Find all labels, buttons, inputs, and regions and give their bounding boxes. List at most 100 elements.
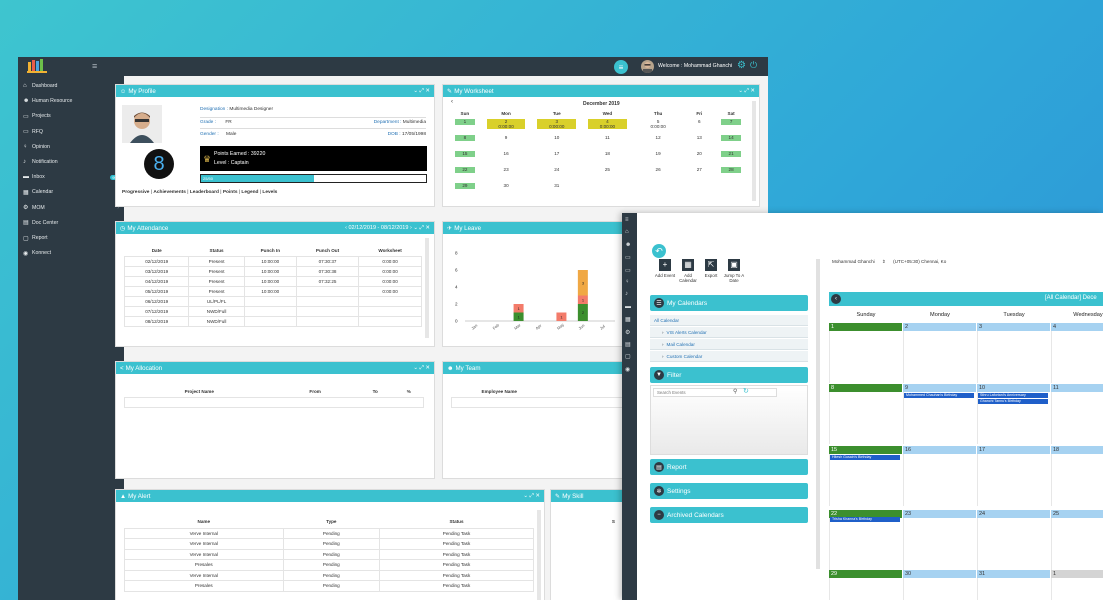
worksheet-day[interactable]: 24 [554,167,560,172]
calendar-event[interactable]: Hitesh Gusain's Birthday [830,455,900,460]
archived-header[interactable]: − Archived Calendars [650,507,808,523]
profile-link-achievements[interactable]: Achievements [153,190,186,195]
worksheet-day[interactable]: 27 [696,167,702,172]
calendar-day-cell[interactable] [1051,510,1103,570]
calendar-day-cell[interactable] [903,510,977,570]
worksheet-day[interactable]: 17 [554,151,560,156]
calendar-day-cell[interactable] [829,446,903,506]
toolbar-add-event-button[interactable]: + Add Event [654,259,676,289]
profile-link-legend[interactable]: Legend [241,190,259,195]
worksheet-day[interactable]: 15 [455,151,475,157]
worksheet-day[interactable]: 4 0:00:00 [588,119,627,129]
calendar-day-cell[interactable] [1051,323,1103,383]
worksheet-day[interactable]: 10 [554,135,560,140]
worksheet-day[interactable]: 6 [698,119,701,124]
panel-tools[interactable]: ⌄ ⤢ ✕ [738,87,755,94]
bell-icon[interactable]: ♪ [625,291,628,298]
toolbar-export-button[interactable]: ⇱ Export [700,259,722,289]
profile-link-points[interactable]: Points [222,190,238,195]
worksheet-day[interactable] [721,183,741,189]
sidebar-item-konnect[interactable]: ◉ Konnect [23,246,123,260]
calendar-day-cell[interactable] [1051,384,1103,444]
worksheet-day[interactable]: 9 [504,135,508,140]
calendar-day-cell[interactable] [977,446,1051,506]
calendar-day-cell[interactable] [903,446,977,506]
worksheet-day[interactable]: 12 [655,135,661,140]
calendar-day-cell[interactable] [1051,570,1103,600]
prev-month-button[interactable]: ‹ [831,294,841,304]
search-icon[interactable]: ⚲ [733,389,738,395]
sidebar-item-calendar[interactable]: ▦Calendar› [23,185,123,199]
calendar-day-cell[interactable] [977,323,1051,383]
settings-header[interactable]: ✲ Settings [650,483,808,499]
attendance-scrollbar[interactable] [425,238,429,338]
document-icon[interactable]: ▤ [625,342,631,348]
panel-tools[interactable]: ⌄ ⤢ ✕ [413,87,430,94]
panel-tools[interactable]: ⌄ ⤢ ✕ [523,492,540,499]
filter-header[interactable]: ▼ Filter [650,367,808,383]
eye-icon[interactable]: ◉ [625,366,631,373]
calendar-day-cell[interactable] [829,323,903,383]
worksheet-day[interactable]: 2 0:00:00 [486,119,526,129]
sidebar-item-dashboard[interactable]: ⌂ Dashboard [23,79,123,93]
calendar-day-cell[interactable] [903,384,977,444]
menu-icon[interactable]: ≡ [625,217,629,223]
prev-month-icon[interactable]: ‹ [451,99,453,105]
folder-open-icon[interactable]: ▭ [625,267,631,274]
sidebar-item-notification[interactable]: ♪Notification› [23,155,123,169]
toolbar-jump-to-a-date-button[interactable]: ▣ Jump To A Date [723,259,745,289]
sidebar-item-doc-center[interactable]: ▤Doc Center› [23,216,123,230]
calendar-day-cell[interactable] [1051,446,1103,506]
worksheet-day[interactable]: 26 [655,167,661,172]
worksheet-day[interactable]: 1 [455,119,475,125]
worksheet-day[interactable]: 19 [655,151,661,156]
worksheet-day[interactable]: 14 [721,135,741,141]
toolbar-add-calendar-button[interactable]: ▦ Add Calendar [677,259,699,289]
avatar[interactable] [641,60,654,73]
attendance-range-nav[interactable]: ‹ 02/12/2019 - 08/12/2019 › ⌄ ⤢ ✕ [345,224,430,231]
worksheet-day[interactable]: 3 0:00:00 [537,119,577,129]
profile-link-levels[interactable]: Levels [262,190,278,195]
worksheet-day[interactable]: 11 [605,135,610,140]
gear-icon[interactable]: ⚙ [625,329,631,336]
calendar-day-cell[interactable] [829,384,903,444]
menu-toggle-icon[interactable]: ≡ [92,61,98,71]
search-events-input[interactable]: Search Events [653,388,777,397]
worksheet-day[interactable]: 8 [455,135,475,141]
my-calendars-header[interactable]: ☰ My Calendars [650,295,808,311]
report-icon[interactable]: ▢ [625,354,631,361]
sidebar-item-projects[interactable]: ▭Projects› [23,109,123,123]
sidebar-item-opinion[interactable]: ♀Opinion› [23,140,123,154]
panel-tools[interactable]: ⌄ ⤢ ✕ [413,364,430,371]
worksheet-day[interactable] [689,183,709,189]
worksheet-day[interactable]: 7 [721,119,741,125]
users-icon[interactable]: ☻ [625,241,632,248]
worksheet-day[interactable] [588,183,627,189]
worksheet-day[interactable]: 29 [455,183,475,189]
calendar-day-cell[interactable] [903,323,977,383]
worksheet-day[interactable]: 5 0:00:00 [650,119,666,129]
worksheet-day[interactable]: 16 [503,151,509,156]
calendar-icon[interactable]: ▦ [625,317,631,324]
sidebar-item-human-resource[interactable]: ☻Human Resource› [23,94,123,108]
settings-icon[interactable]: ⚙ [737,60,746,71]
calendar-link-mail-calendar[interactable]: › Mail Calendar [650,339,808,350]
inbox-icon[interactable]: ▬ [625,303,631,310]
worksheet-day[interactable] [639,183,678,189]
worksheet-day[interactable]: 21 [721,151,741,157]
home-icon[interactable]: ⌂ [625,229,629,236]
calendar-event[interactable]: Mohammed Chauhan's Birthday [904,393,974,398]
sidebar-item-inbox[interactable]: ▬Inbox99+ [23,170,123,184]
profile-link-progressive[interactable]: Progressive [122,190,150,195]
worksheet-day[interactable]: 30 [503,183,509,188]
calendar-day-cell[interactable] [829,510,903,570]
calendar-day-cell[interactable] [977,384,1051,444]
folder-icon[interactable]: ▭ [625,255,631,262]
calendar-day-cell[interactable] [829,570,903,600]
worksheet-day[interactable]: 23 [503,167,509,172]
worksheet-day[interactable]: 28 [721,167,741,173]
calendar-day-cell[interactable] [977,510,1051,570]
worksheet-day[interactable]: 31 [554,183,560,188]
calendar-event[interactable]: Trisha Khanna's Birthday [830,517,900,522]
panel-scrollbar[interactable] [816,259,820,569]
